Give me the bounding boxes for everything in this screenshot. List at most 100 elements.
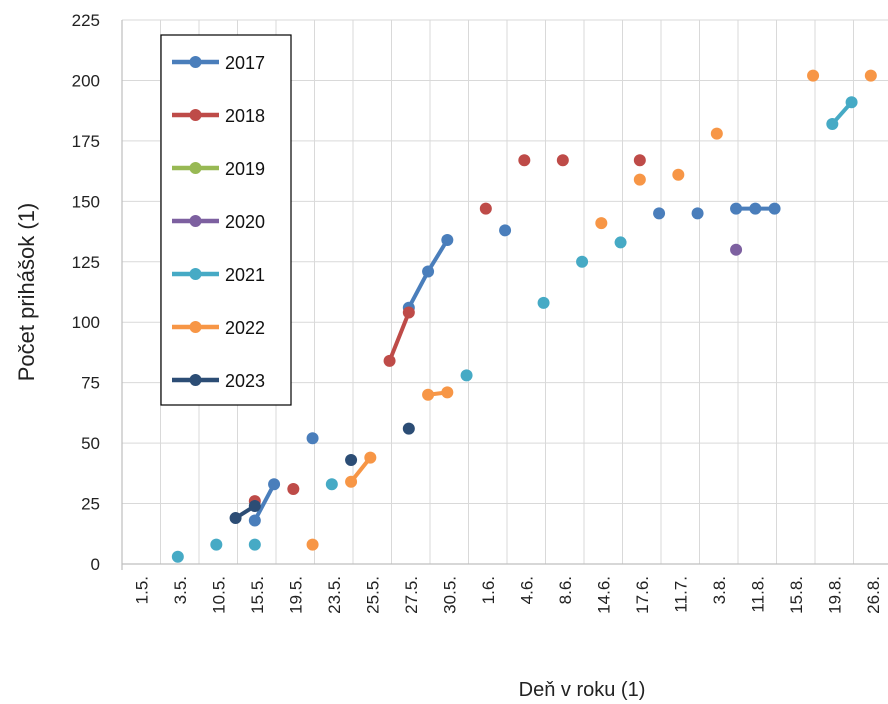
y-axis-ticks: 0 25 50 75 100 125 150 175 200 225	[72, 11, 100, 574]
data-point-2017	[268, 478, 281, 491]
data-point-2021	[210, 538, 223, 551]
series-line-2018	[387, 310, 411, 363]
data-point-2022	[595, 217, 608, 230]
data-point-2018	[383, 354, 396, 367]
data-point-2020	[730, 243, 743, 256]
y-tick-label: 75	[81, 374, 100, 393]
data-point-2021	[171, 550, 184, 563]
data-point-2022	[364, 451, 377, 464]
series-line-2017	[426, 238, 450, 274]
y-tick-label: 200	[72, 71, 100, 90]
x-tick-label: 11.7.	[671, 576, 690, 613]
data-point-2021	[826, 117, 839, 130]
data-point-2018	[556, 154, 569, 167]
data-point-2023	[229, 512, 242, 525]
data-point-2022	[345, 475, 358, 488]
legend-label-2020: 2020	[225, 212, 265, 232]
data-point-2017	[499, 224, 512, 237]
series-points	[171, 69, 877, 563]
data-point-2022	[441, 386, 454, 399]
data-point-2023	[402, 422, 415, 435]
legend-marker-2023	[189, 374, 202, 386]
x-tick-label: 10.5.	[209, 576, 228, 614]
y-tick-label: 100	[72, 313, 100, 332]
data-point-2023	[345, 454, 358, 467]
series-line-2017	[252, 482, 277, 523]
x-tick-label: 3.5.	[171, 576, 190, 604]
y-tick-label: 50	[81, 434, 100, 453]
y-tick-label: 0	[91, 555, 100, 574]
data-point-2017	[441, 234, 454, 247]
x-tick-label: 1.5.	[132, 576, 151, 604]
x-tick-label: 3.8.	[710, 576, 729, 604]
data-point-2017	[422, 265, 435, 278]
legend-label-2021: 2021	[225, 265, 265, 285]
data-point-2018	[402, 306, 415, 319]
series-line-2017	[406, 269, 431, 310]
x-tick-label: 15.8.	[787, 576, 806, 614]
data-point-2021	[576, 255, 589, 268]
x-tick-label: 25.5.	[363, 576, 382, 614]
legend-marker-2022	[189, 321, 202, 333]
data-point-2022	[672, 168, 685, 181]
data-point-2021	[614, 236, 627, 249]
data-point-2021	[325, 478, 338, 491]
y-axis-title: Počet prihášok (1)	[14, 203, 39, 382]
x-tick-label: 11.8.	[748, 576, 767, 613]
data-point-2021	[537, 296, 550, 309]
x-tick-label: 26.8.	[864, 576, 883, 614]
data-point-2022	[864, 69, 877, 82]
data-point-2023	[248, 499, 261, 512]
legend-marker-2020	[189, 215, 202, 227]
x-tick-label: 4.6.	[517, 576, 536, 604]
x-tick-label: 15.5.	[248, 576, 267, 614]
data-point-2022	[306, 538, 319, 551]
x-tick-label: 17.6.	[633, 576, 652, 614]
data-point-2018	[633, 154, 646, 167]
data-point-2018	[518, 154, 531, 167]
y-tick-label: 175	[72, 132, 100, 151]
data-point-2017	[730, 202, 743, 215]
legend: 2017 2018 2019 2020 2021 2022 2023	[160, 34, 292, 406]
x-tick-label: 14.6.	[594, 576, 613, 614]
data-point-2021	[248, 538, 261, 551]
data-point-2018	[287, 483, 300, 496]
data-point-2017	[768, 202, 781, 215]
x-tick-label: 19.5.	[286, 576, 305, 614]
legend-label-2018: 2018	[225, 106, 265, 126]
data-point-2017	[691, 207, 704, 220]
legend-marker-2021	[189, 268, 202, 280]
y-tick-label: 125	[72, 253, 100, 272]
data-point-2018	[479, 202, 492, 215]
data-point-2017	[653, 207, 666, 220]
legend-marker-2018	[189, 109, 202, 121]
y-tick-label: 25	[81, 495, 100, 514]
data-point-2017	[306, 432, 319, 445]
data-point-2022	[710, 127, 723, 140]
data-point-2021	[460, 369, 473, 382]
y-tick-label: 150	[72, 192, 100, 211]
legend-marker-2019	[189, 162, 202, 174]
x-tick-label: 27.5.	[402, 576, 421, 614]
x-tick-label: 23.5.	[325, 576, 344, 614]
legend-marker-2017	[189, 56, 202, 68]
x-tick-label: 19.8.	[825, 576, 844, 614]
x-axis-title: Deň v roku (1)	[519, 679, 646, 701]
x-tick-label: 8.6.	[556, 576, 575, 604]
data-point-2017	[749, 202, 762, 215]
data-point-2021	[845, 96, 858, 109]
legend-label-2022: 2022	[225, 318, 265, 338]
x-tick-label: 1.6.	[479, 576, 498, 604]
legend-label-2019: 2019	[225, 159, 265, 179]
series-lines	[233, 100, 854, 523]
x-axis-ticks: 1.5. 3.5. 10.5. 15.5. 19.5. 23.5. 25.5. 27.5. 30…	[132, 576, 883, 614]
data-point-2022	[633, 173, 646, 186]
data-point-2022	[422, 388, 435, 401]
x-tick-label: 30.5.	[440, 576, 459, 614]
data-point-2022	[807, 69, 820, 82]
y-tick-label: 225	[72, 11, 100, 30]
legend-label-2023: 2023	[225, 371, 265, 391]
legend-label-2017: 2017	[225, 53, 265, 73]
data-point-2017	[248, 514, 261, 527]
